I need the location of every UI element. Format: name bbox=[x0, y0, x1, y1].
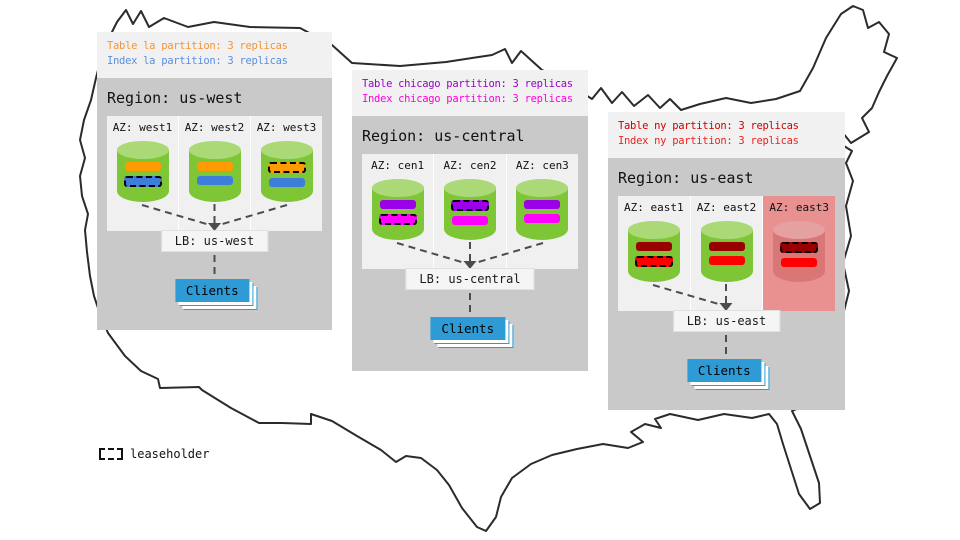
clients-box: Clients bbox=[430, 317, 506, 340]
callout-table-partition: Table chicago partition: 3 replicas bbox=[362, 78, 573, 90]
leaseholder-legend: leaseholder bbox=[99, 447, 209, 461]
region-us-west: Table la partition: 3 replicas Index la … bbox=[97, 32, 332, 330]
region-box-us-west: Region: us-west AZ: west1 AZ: west2 bbox=[97, 78, 332, 330]
load-balancer: LB: us-west bbox=[160, 230, 269, 252]
load-balancer: LB: us-central bbox=[405, 268, 535, 290]
region-us-east: Table ny partition: 3 replicas Index ny … bbox=[608, 112, 845, 410]
region-us-central: Table chicago partition: 3 replicas Inde… bbox=[352, 70, 588, 371]
leaseholder-swatch-icon bbox=[99, 448, 123, 460]
clients-box: Clients bbox=[174, 279, 250, 302]
callout-table-partition: Table ny partition: 3 replicas bbox=[618, 120, 799, 132]
partition-callout-us-east: Table ny partition: 3 replicas Index ny … bbox=[608, 112, 845, 158]
partition-callout-us-central: Table chicago partition: 3 replicas Inde… bbox=[352, 70, 588, 116]
clients-box: Clients bbox=[686, 359, 762, 382]
region-box-us-east: Region: us-east AZ: east1 AZ: east2 bbox=[608, 158, 845, 410]
region-box-us-central: Region: us-central AZ: cen1 AZ: cen2 bbox=[352, 116, 588, 371]
callout-index-partition: Index ny partition: 3 replicas bbox=[618, 135, 799, 147]
callout-index-partition: Index chicago partition: 3 replicas bbox=[362, 93, 573, 105]
leaseholder-legend-label: leaseholder bbox=[130, 447, 210, 461]
load-balancer: LB: us-east bbox=[672, 310, 781, 332]
callout-table-partition: Table la partition: 3 replicas bbox=[107, 40, 288, 52]
partition-callout-us-west: Table la partition: 3 replicas Index la … bbox=[97, 32, 332, 78]
callout-index-partition: Index la partition: 3 replicas bbox=[107, 55, 288, 67]
